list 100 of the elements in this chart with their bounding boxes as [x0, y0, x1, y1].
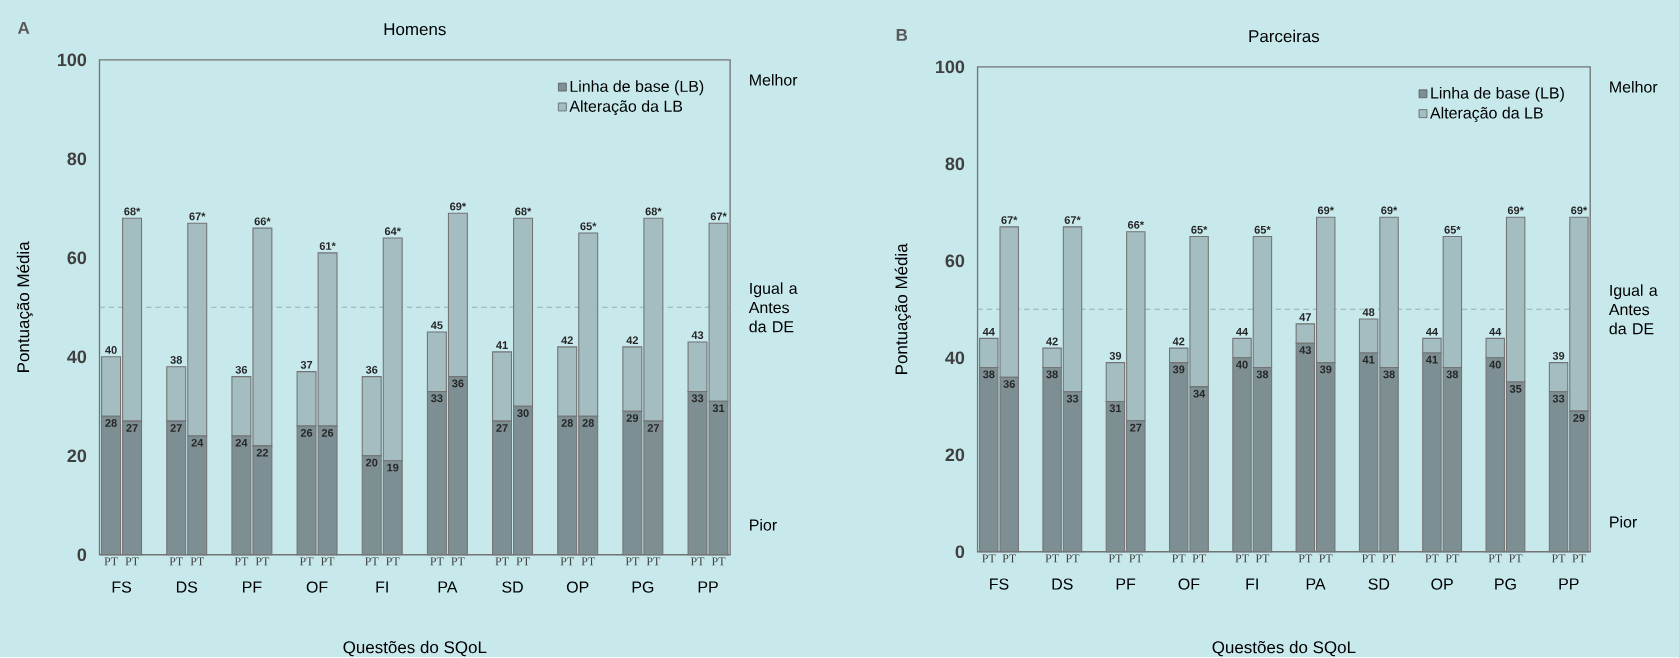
x-tick-label: PT: [982, 554, 996, 563]
y-axis-title: Pontuação Média: [894, 243, 911, 375]
data-label: 31: [712, 404, 725, 413]
x-tick-label: PT: [1065, 554, 1080, 563]
data-label: 38: [1383, 370, 1395, 379]
x-tick-label: PT: [690, 557, 705, 566]
total-label: 66*: [254, 217, 271, 226]
data-label: 27: [170, 424, 182, 432]
total-label: 65*: [1444, 226, 1461, 234]
total-label: 65*: [1254, 226, 1271, 234]
x-tick-label: PT: [1445, 554, 1460, 563]
total-label: 44: [1236, 328, 1249, 336]
text: PP: [698, 581, 718, 593]
total-label: 69*: [1571, 206, 1588, 215]
x-tick-label: PT: [1172, 554, 1186, 563]
total-label: 39: [1109, 352, 1122, 360]
data-label: 26: [321, 429, 334, 438]
data-label: 36: [1003, 380, 1015, 389]
text: A: [17, 22, 30, 34]
text: PG: [1495, 578, 1516, 590]
total-label: 48: [1362, 308, 1375, 317]
y-tick-label: 0: [955, 545, 965, 559]
text: OF: [1178, 578, 1200, 590]
data-label: 31: [1109, 404, 1122, 413]
text: Melhor: [1610, 81, 1658, 93]
data-label: 39: [1319, 365, 1332, 374]
y-tick-label: 0: [77, 548, 87, 562]
data-label: 41: [1426, 356, 1438, 364]
data-label: 43: [1299, 346, 1312, 355]
text: OP: [1431, 578, 1453, 590]
data-label: 22: [256, 449, 269, 457]
y-tick-label: 80: [945, 157, 965, 171]
x-tick-label: PT: [560, 557, 574, 566]
y-tick-label: 20: [67, 449, 87, 463]
total-label: 36: [235, 366, 248, 374]
data-label: 34: [1193, 390, 1206, 398]
total-label: 69*: [1381, 206, 1398, 215]
x-tick-label: PT: [581, 557, 595, 566]
total-label: 67*: [189, 212, 206, 221]
y-axis-title: Pontuação Média: [16, 241, 33, 373]
x-tick-label: PT: [1129, 554, 1143, 563]
text: DS: [176, 581, 198, 593]
total-label: 41: [496, 341, 508, 350]
total-label: 42: [561, 336, 573, 345]
x-tick-label: PT: [1551, 554, 1566, 563]
data-label: 39: [1172, 365, 1185, 374]
y-tick-label: 20: [945, 448, 965, 462]
x-tick-label: PT: [495, 557, 509, 566]
text: PA: [438, 581, 458, 593]
data-label: 27: [496, 424, 508, 432]
total-label: 44: [982, 328, 995, 336]
x-tick-label: PT: [1488, 554, 1503, 563]
data-label: 40: [1489, 360, 1501, 369]
data-label: 27: [1130, 424, 1142, 432]
total-label: 68*: [124, 207, 141, 216]
text: PP: [1559, 578, 1579, 590]
x-tick-label: PT: [255, 557, 270, 566]
total-label: 65*: [580, 222, 597, 231]
data-label: 29: [1573, 414, 1585, 423]
x-tick-label: PT: [1045, 554, 1059, 563]
text: PF: [243, 581, 262, 593]
total-label: 69*: [1507, 206, 1524, 215]
total-label: 68*: [645, 207, 662, 216]
x-axis-title: Questões do SQoL: [1212, 641, 1356, 657]
total-label: 64*: [384, 227, 401, 236]
x-tick-label: PT: [625, 557, 640, 566]
total-label: 44: [1489, 328, 1502, 336]
y-tick-label: 40: [67, 350, 87, 364]
total-label: 67*: [1001, 216, 1018, 225]
x-tick-label: PT: [320, 557, 335, 566]
x-tick-label: PT: [1235, 554, 1249, 563]
total-label: 69*: [450, 202, 467, 211]
text: FS: [112, 581, 132, 593]
total-label: 36: [365, 366, 378, 374]
x-tick-label: PT: [646, 557, 661, 566]
x-tick-label: PT: [1319, 554, 1333, 563]
total-label: 37: [300, 361, 313, 369]
data-label: 38: [1256, 370, 1269, 379]
data-label: 26: [300, 429, 313, 438]
y-tick-label: 60: [67, 251, 87, 265]
data-label: 30: [517, 409, 529, 418]
data-label: 24: [191, 439, 204, 447]
x-tick-label: PT: [1425, 554, 1439, 563]
x-tick-label: PT: [1192, 554, 1206, 563]
data-label: 28: [105, 419, 117, 428]
text: FI: [1246, 578, 1258, 590]
x-tick-label: PT: [104, 557, 118, 566]
total-label: 47: [1299, 313, 1311, 322]
text: PG: [632, 581, 654, 593]
text: FS: [990, 578, 1009, 590]
text: PF: [1116, 578, 1136, 590]
x-tick-label: PT: [234, 557, 249, 566]
x-tick-label: PT: [1298, 554, 1313, 563]
legend-label: Linha de base (LB): [1431, 87, 1564, 103]
text: PA: [1306, 578, 1326, 590]
legend-label: Alteração da LB: [1430, 107, 1543, 123]
x-axis-title: Questões do SQoL: [343, 641, 487, 657]
data-label: 19: [387, 463, 399, 472]
x-tick-label: PT: [169, 557, 184, 566]
x-tick-label: PT: [1362, 554, 1376, 563]
